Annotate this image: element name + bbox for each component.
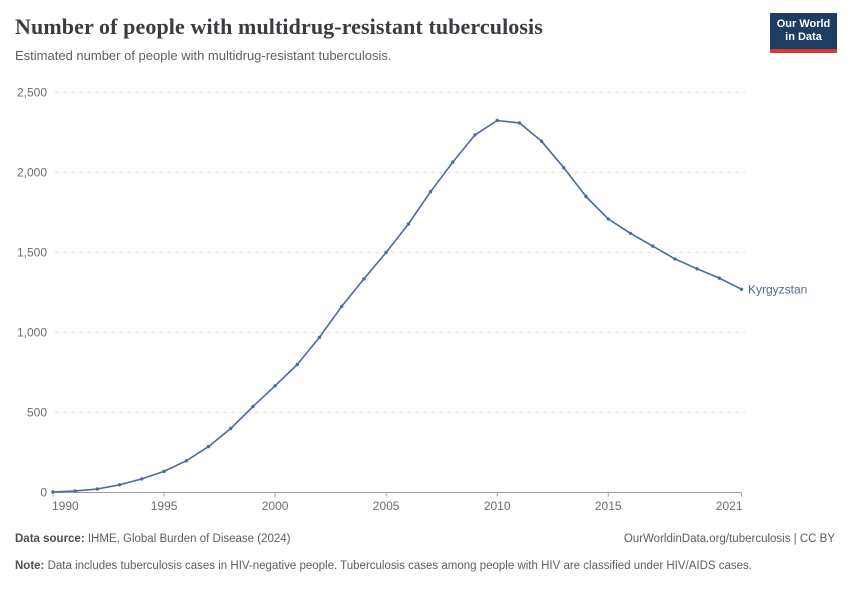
gridlines [55, 92, 745, 413]
chart-note: Note: Data includes tuberculosis cases i… [15, 558, 833, 574]
y-axis-labels: 0 500 1,000 1,500 2,000 2,500 [17, 86, 47, 500]
data-point [584, 194, 588, 199]
data-point [317, 335, 322, 339]
data-point [717, 276, 721, 280]
data-point [606, 217, 610, 221]
data-point [140, 477, 144, 481]
data-point [517, 121, 522, 125]
data-point [117, 483, 122, 487]
data-point [495, 118, 499, 123]
owid-logo[interactable]: Our World in Data [770, 13, 837, 53]
data-point [73, 489, 77, 493]
data-point-markers [51, 118, 744, 494]
y-tick-label: 2,000 [17, 166, 47, 180]
x-tick-label: 1990 [52, 499, 79, 513]
data-point [695, 267, 699, 271]
data-source-text: IHME, Global Burden of Disease (2024) [84, 533, 291, 545]
x-tick-label: 2005 [373, 499, 400, 513]
x-axis-labels: 1990 1995 2000 2005 2010 2015 2021 [52, 499, 743, 513]
data-point [406, 222, 411, 226]
data-point [739, 287, 744, 291]
x-tick-label: 2000 [262, 499, 289, 513]
series-line [52, 119, 742, 493]
x-tick-label: 2021 [716, 499, 743, 513]
y-tick-label: 1,500 [17, 246, 47, 260]
owid-logo-line2: in Data [785, 30, 822, 43]
data-point [184, 459, 188, 463]
x-tick-label: 2015 [595, 499, 622, 513]
y-tick-label: 0 [40, 486, 47, 500]
chart-subtitle: Estimated number of people with multidru… [15, 47, 392, 63]
entity-label: Kyrgyzstan [748, 282, 807, 296]
data-point [451, 160, 455, 164]
page-title: Number of people with multidrug-resistan… [15, 14, 543, 39]
series-path [52, 119, 742, 493]
y-tick-label: 1,000 [17, 326, 47, 340]
chart-header: Number of people with multidrug-resistan… [15, 13, 755, 64]
owid-logo-line1: Our World [776, 18, 831, 30]
data-point [162, 469, 166, 474]
owid-license-link[interactable]: OurWorldinData.org/tuberculosis | CC BY [623, 533, 835, 545]
data-point [539, 139, 544, 143]
x-tick-label: 1995 [151, 499, 178, 513]
data-point [229, 426, 233, 431]
note-text: Data includes tuberculosis cases in HIV-… [44, 560, 753, 573]
data-point [362, 277, 366, 281]
data-point [95, 487, 100, 491]
y-tick-label: 2,500 [17, 86, 47, 100]
y-tick-label: 500 [27, 406, 47, 420]
x-tick-label: 2010 [484, 499, 511, 513]
data-point [295, 362, 299, 367]
data-point [340, 304, 344, 309]
chart-footer: Data source: IHME, Global Burden of Dise… [15, 531, 835, 574]
data-point [384, 250, 388, 255]
data-point [673, 257, 677, 261]
data-point [51, 490, 55, 494]
data-point [206, 444, 211, 449]
data-point [562, 166, 566, 170]
data-point [428, 190, 433, 194]
data-point [251, 404, 255, 409]
data-point [473, 133, 477, 137]
data-point [628, 231, 633, 235]
note-label: Note: [15, 560, 45, 573]
x-axis [52, 492, 742, 497]
data-point [651, 244, 655, 248]
data-source: Data source: IHME, Global Burden of Dise… [15, 531, 291, 547]
data-source-label: Data source: [15, 533, 85, 545]
data-point [273, 384, 277, 388]
